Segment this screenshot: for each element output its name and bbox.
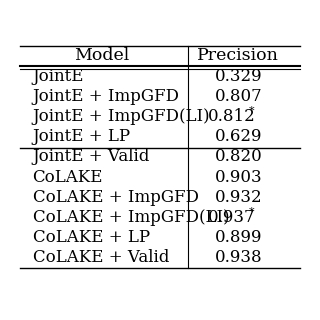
Text: CoLAKE + LP: CoLAKE + LP: [33, 229, 150, 246]
Text: JointE + Valid: JointE + Valid: [33, 148, 150, 165]
Text: *: *: [248, 207, 254, 217]
Text: 0.903: 0.903: [214, 169, 262, 186]
Text: JointE + ImpGFD(LI): JointE + ImpGFD(LI): [33, 108, 210, 125]
Text: CoLAKE + Valid: CoLAKE + Valid: [33, 250, 169, 267]
Text: 0.937: 0.937: [208, 209, 256, 226]
Text: CoLAKE: CoLAKE: [33, 169, 103, 186]
Text: 0.820: 0.820: [214, 148, 262, 165]
Text: 0.329: 0.329: [214, 68, 262, 84]
Text: 0.812: 0.812: [208, 108, 256, 125]
Text: CoLAKE + ImpGFD: CoLAKE + ImpGFD: [33, 189, 198, 206]
Text: CoLAKE + ImpGFD(LI): CoLAKE + ImpGFD(LI): [33, 209, 229, 226]
Text: Precision: Precision: [197, 47, 279, 64]
Text: JointE + ImpGFD: JointE + ImpGFD: [33, 88, 180, 105]
Text: 0.899: 0.899: [215, 229, 262, 246]
Text: 0.629: 0.629: [215, 128, 262, 145]
Text: JointE: JointE: [33, 68, 84, 84]
Text: 0.807: 0.807: [214, 88, 262, 105]
Text: JointE + LP: JointE + LP: [33, 128, 131, 145]
Text: *: *: [248, 106, 254, 116]
Text: 0.932: 0.932: [214, 189, 262, 206]
Text: 0.938: 0.938: [214, 250, 262, 267]
Text: Model: Model: [74, 47, 130, 64]
